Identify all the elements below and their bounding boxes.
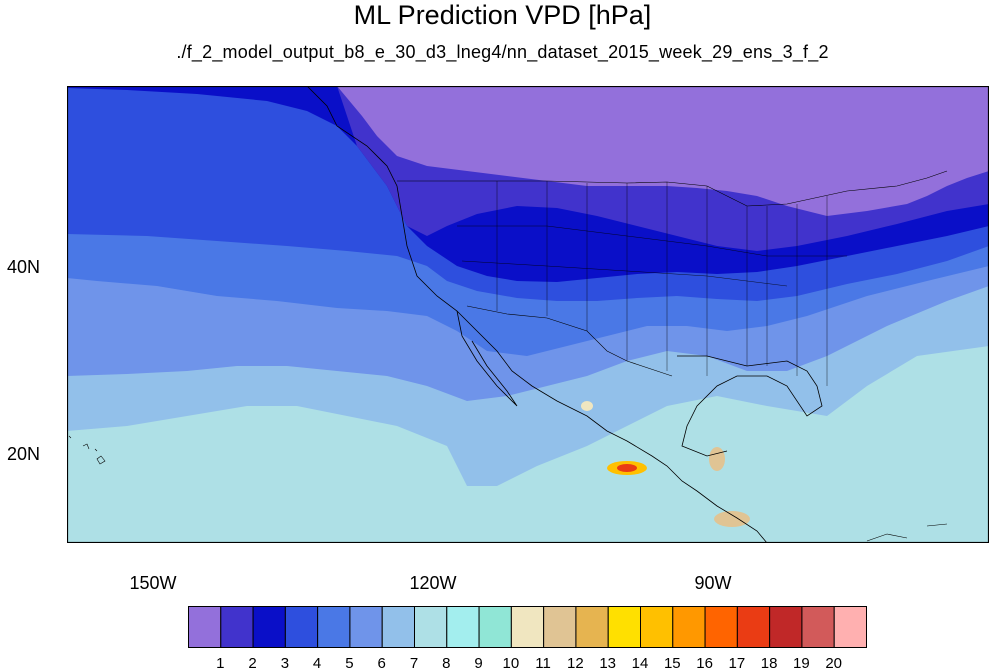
colorbar-swatch-15	[672, 606, 706, 648]
colorbar-label-10: 10	[502, 655, 520, 672]
colorbar-label-16: 16	[696, 655, 713, 672]
colorbar-label-1: 1	[216, 655, 225, 672]
lat-label-20n: 20N	[6, 444, 40, 464]
mexico-border	[466, 305, 673, 377]
colorbar-swatch-4	[317, 606, 351, 648]
colorbar-swatch-8	[446, 606, 480, 648]
colorbar-swatch-3	[284, 606, 319, 648]
colorbar-label-14: 14	[631, 655, 649, 672]
colorbar-label-6: 6	[377, 655, 386, 672]
lon-label-90w: 90W	[694, 573, 732, 593]
colorbar-swatch-11	[543, 606, 577, 648]
vpd-hotspot-3	[714, 511, 750, 527]
map-subtitle: ./f_2_model_output_b8_e_30_d3_lneg4/nn_d…	[176, 42, 829, 62]
lat-label-40n: 40N	[6, 257, 40, 277]
colorbar-swatch-16	[704, 606, 738, 648]
vpd-hotspot-4	[709, 447, 725, 471]
colorbar-swatch-1	[220, 606, 254, 648]
us-border	[397, 170, 948, 207]
vpd-band-0	[337, 86, 989, 216]
colorbar-label-11: 11	[535, 655, 551, 672]
colorbar-label-7: 7	[409, 655, 419, 672]
colorbar-label-9: 9	[474, 655, 483, 672]
colorbar-label-8: 8	[442, 655, 451, 672]
north-america-coastline	[306, 86, 823, 543]
colorbar-swatch-13	[607, 606, 641, 648]
vpd-map	[67, 86, 989, 543]
colorbar-swatch-5	[349, 606, 383, 648]
colorbar-label-20: 20	[825, 655, 843, 672]
colorbar-swatch-9	[478, 606, 512, 648]
colorbar-label-2: 2	[248, 655, 257, 672]
colorbar-label-4: 4	[312, 655, 322, 672]
colorbar-label-12: 12	[567, 655, 584, 672]
hawaii-islands	[68, 435, 106, 465]
colorbar-label-19: 19	[793, 655, 810, 672]
vpd-hotspot-2	[617, 464, 637, 472]
map-title: ML Prediction VPD [hPa]	[353, 0, 652, 30]
colorbar-label-5: 5	[345, 655, 354, 672]
baja-coastline	[456, 310, 518, 407]
lon-label-120w: 120W	[409, 573, 457, 593]
lon-label-150w: 150W	[129, 573, 177, 593]
map-border	[67, 86, 989, 543]
colorbar-label-13: 13	[599, 655, 617, 672]
colorbar-swatch-12	[575, 606, 609, 648]
colorbar-swatch-14	[640, 606, 674, 648]
colorbar-label-15: 15	[663, 655, 681, 672]
colorbar-swatch-7	[414, 606, 448, 648]
colorbar-label-3: 3	[280, 655, 290, 672]
colorbar	[188, 606, 868, 653]
colorbar-swatch-6	[381, 606, 416, 648]
colorbar-swatch-2	[252, 606, 286, 648]
colorbar-swatch-10	[510, 606, 545, 648]
colorbar-label-17: 17	[728, 655, 746, 672]
colorbar-swatch-18	[769, 606, 803, 648]
vpd-hotspot-5	[581, 401, 593, 411]
caribbean-islands	[866, 523, 948, 542]
colorbar-label-18: 18	[760, 655, 778, 672]
colorbar-swatch-0	[188, 606, 222, 648]
colorbar-swatch-19	[801, 606, 835, 648]
colorbar-swatch-20	[833, 606, 868, 648]
state-lines	[457, 181, 847, 386]
colorbar-swatch-17	[736, 606, 771, 648]
